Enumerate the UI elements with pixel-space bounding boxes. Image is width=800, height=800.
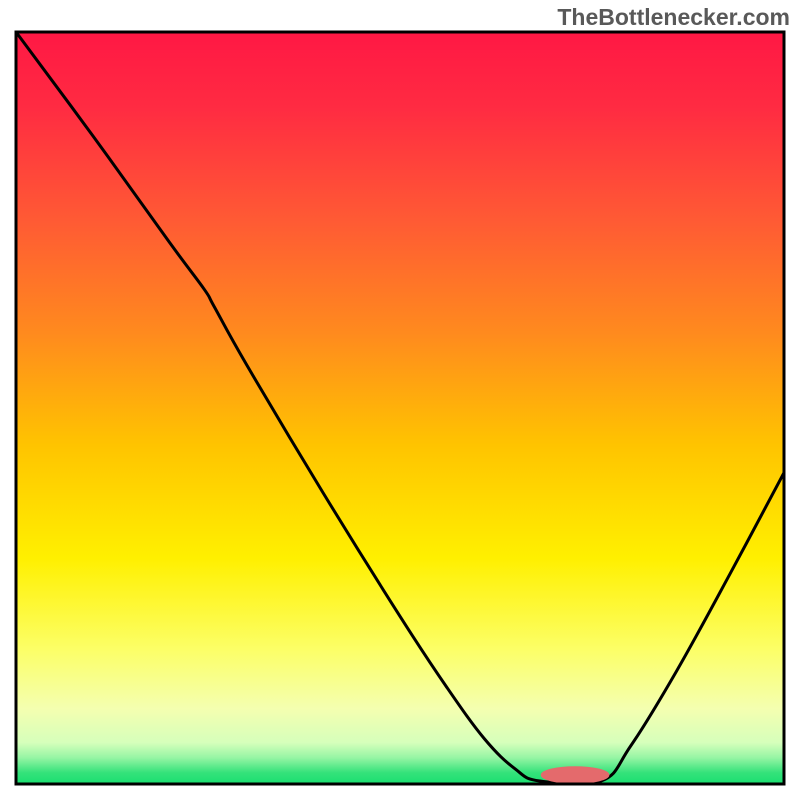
gradient-background — [16, 32, 784, 784]
chart-container: { "watermark": "TheBottlenecker.com", "c… — [0, 0, 800, 800]
optimal-marker — [541, 767, 609, 784]
watermark-text: TheBottlenecker.com — [557, 4, 790, 31]
bottleneck-chart — [0, 0, 800, 800]
